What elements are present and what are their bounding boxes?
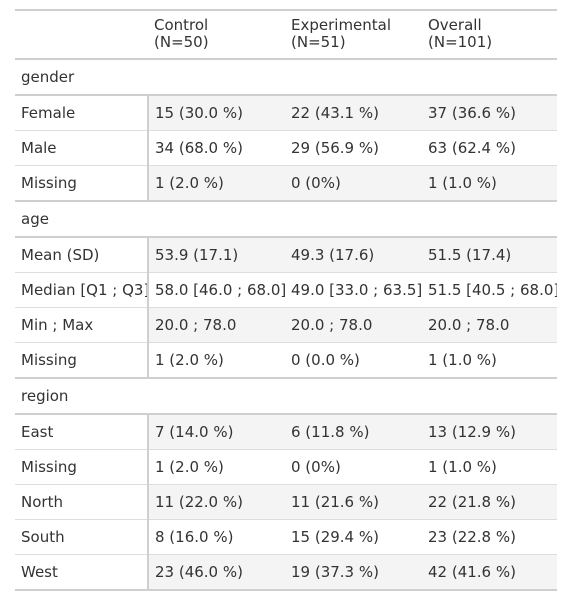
table-row: Missing 1 (2.0 %) 0 (0.0 %) 1 (1.0 %) [15,342,557,379]
row-label: Missing [15,165,149,202]
cell-value: 20.0 ; 78.0 [422,307,557,343]
cell-value: 49.3 (17.6) [285,237,422,273]
header-name: Overall [428,16,482,34]
cell-value: 58.0 [46.0 ; 68.0] [148,272,285,308]
cell-value: 1 (1.0 %) [422,342,557,379]
table-row: East 7 (14.0 %) 6 (11.8 %) 13 (12.9 %) [15,414,557,450]
row-label: Female [15,95,149,131]
cell-value: 20.0 ; 78.0 [148,307,285,343]
cell-value: 7 (14.0 %) [148,414,285,450]
header-experimental: Experimental (N=51) [285,10,422,59]
cell-value: 6 (11.8 %) [285,414,422,450]
cell-value: 0 (0%) [285,165,422,202]
cell-value: 53.9 (17.1) [148,237,285,273]
row-label: Missing [15,342,149,379]
row-label: Missing [15,449,149,485]
cell-value: 1 (1.0 %) [422,165,557,202]
table-row: Median [Q1 ; Q3] 58.0 [46.0 ; 68.0] 49.0 [… [15,272,557,308]
table-row: Missing 1 (2.0 %) 0 (0%) 1 (1.0 %) [15,449,557,485]
cell-value: 49.0 [33.0 ; 63.5] [285,272,422,308]
cell-value: 1 (2.0 %) [148,449,285,485]
table-body: gender Female 15 (30.0 %) 22 (43.1 %) 37 (36… [15,59,557,591]
cell-value: 8 (16.0 %) [148,519,285,555]
cell-value: 29 (56.9 %) [285,130,422,166]
header-control: Control (N=50) [148,10,285,59]
row-label: Male [15,130,149,166]
cell-value: 22 (43.1 %) [285,95,422,131]
cell-value: 0 (0%) [285,449,422,485]
table-row: Min ; Max 20.0 ; 78.0 20.0 ; 78.0 20.0 ; 78… [15,307,557,343]
cell-value: 20.0 ; 78.0 [285,307,422,343]
cell-value: 1 (2.0 %) [148,165,285,202]
cell-value: 1 (2.0 %) [148,342,285,379]
cell-value: 11 (22.0 %) [148,484,285,520]
row-label: South [15,519,149,555]
summary-table: Control (N=50) Experimental (N=51) Overa… [15,9,557,591]
cell-value: 34 (68.0 %) [148,130,285,166]
cell-value: 11 (21.6 %) [285,484,422,520]
cell-value: 22 (21.8 %) [422,484,557,520]
cell-value: 0 (0.0 %) [285,342,422,379]
table-row: South 8 (16.0 %) 15 (29.4 %) 23 (22.8 %) [15,519,557,555]
header-name: Experimental [291,16,392,34]
table-row: Male 34 (68.0 %) 29 (56.9 %) 63 (62.4 %) [15,130,557,166]
row-label: Median [Q1 ; Q3] [15,272,149,308]
row-label: West [15,554,149,591]
cell-value: 23 (46.0 %) [148,554,285,591]
cell-value: 23 (22.8 %) [422,519,557,555]
cell-value: 15 (30.0 %) [148,95,285,131]
group-row: region [15,378,557,415]
group-row: gender [15,59,557,96]
group-label: age [15,201,557,238]
table-row: Female 15 (30.0 %) 22 (43.1 %) 37 (36.6 %) [15,95,557,131]
header-corner [15,10,148,59]
table-row: Missing 1 (2.0 %) 0 (0%) 1 (1.0 %) [15,165,557,202]
row-label: Min ; Max [15,307,149,343]
cell-value: 13 (12.9 %) [422,414,557,450]
row-label: North [15,484,149,520]
header-n: (N=101) [428,33,493,51]
table-row: Mean (SD) 53.9 (17.1) 49.3 (17.6) 51.5 (17.… [15,237,557,273]
cell-value: 51.5 [40.5 ; 68.0] [422,272,557,308]
table-row: West 23 (46.0 %) 19 (37.3 %) 42 (41.6 %) [15,554,557,591]
header-name: Control [154,16,209,34]
row-label: Mean (SD) [15,237,149,273]
header-row: Control (N=50) Experimental (N=51) Overa… [15,10,557,59]
table-row: North 11 (22.0 %) 11 (21.6 %) 22 (21.8 %) [15,484,557,520]
cell-value: 15 (29.4 %) [285,519,422,555]
cell-value: 1 (1.0 %) [422,449,557,485]
header-n: (N=50) [154,33,209,51]
cell-value: 51.5 (17.4) [422,237,557,273]
header-overall: Overall (N=101) [422,10,557,59]
group-label: region [15,378,557,415]
cell-value: 19 (37.3 %) [285,554,422,591]
cell-value: 63 (62.4 %) [422,130,557,166]
row-label: East [15,414,149,450]
cell-value: 37 (36.6 %) [422,95,557,131]
group-label: gender [15,59,557,96]
cell-value: 42 (41.6 %) [422,554,557,591]
header-n: (N=51) [291,33,346,51]
group-row: age [15,201,557,238]
